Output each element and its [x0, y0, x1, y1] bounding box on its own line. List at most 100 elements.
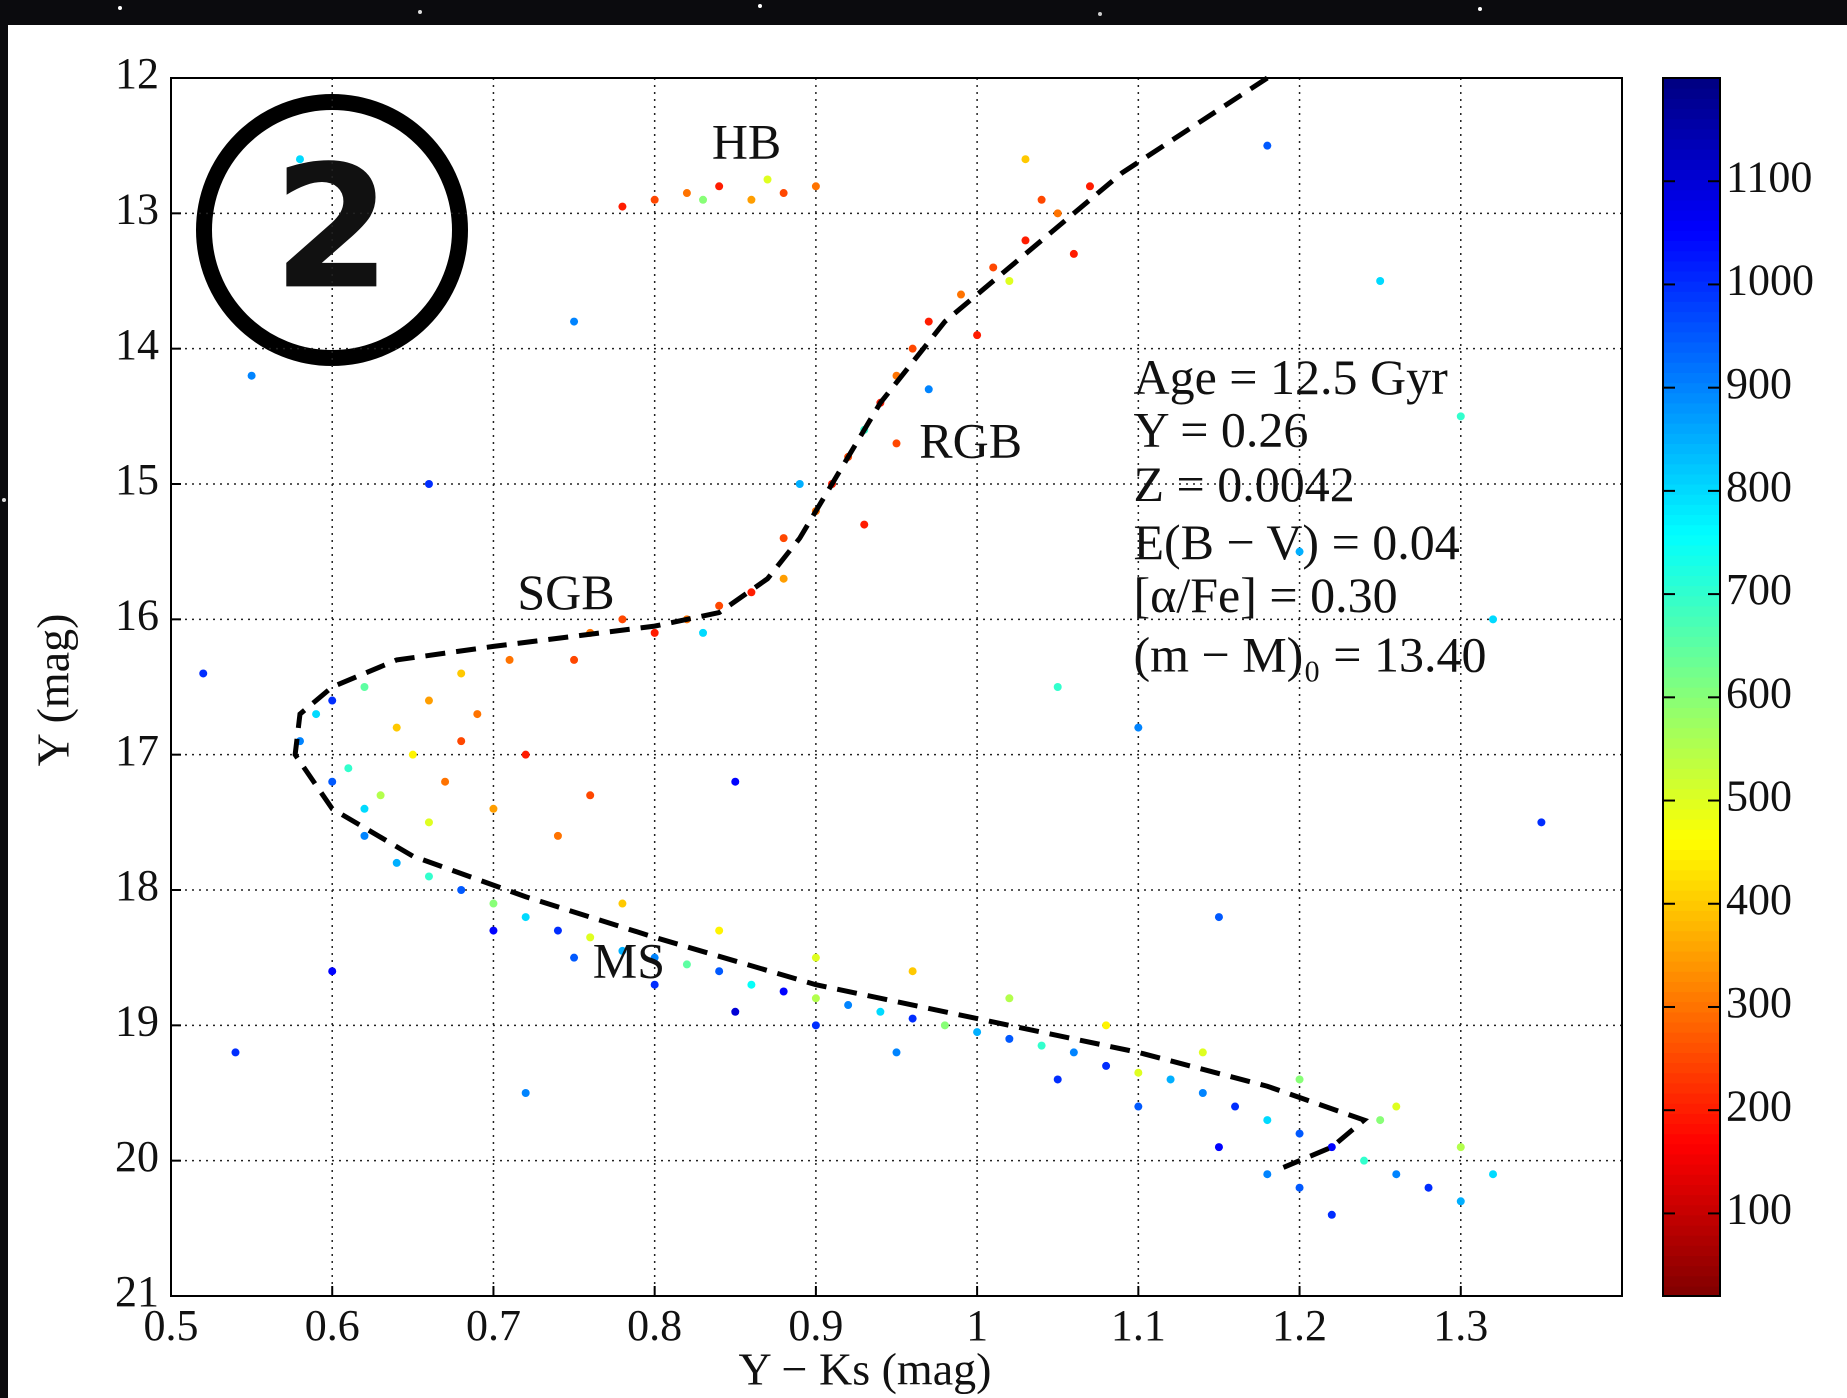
- star-point: [344, 764, 353, 773]
- star-point: [392, 858, 401, 867]
- star-point: [779, 189, 788, 198]
- star-point: [908, 344, 917, 353]
- colorbar-segment: [1663, 727, 1720, 739]
- colorbar-segment: [1663, 1021, 1720, 1033]
- colorbar-segment: [1663, 676, 1720, 688]
- colorbar-segment: [1663, 615, 1720, 627]
- colorbar-segment: [1663, 575, 1720, 587]
- star-point: [618, 615, 627, 624]
- star-point: [295, 155, 304, 164]
- star-point: [811, 994, 820, 1003]
- colorbar-segment: [1663, 1204, 1720, 1216]
- colorbar-segment: [1663, 230, 1720, 241]
- star-point: [1005, 994, 1014, 1003]
- star-point: [376, 791, 385, 800]
- star-point: [392, 723, 401, 732]
- star-point: [328, 696, 337, 705]
- colorbar-tick-label: 200: [1726, 1081, 1792, 1130]
- colorbar-segment: [1663, 666, 1720, 678]
- colorbar-segment: [1663, 778, 1720, 790]
- colorbar-segment: [1663, 1133, 1720, 1145]
- colorbar-segment: [1663, 1235, 1720, 1246]
- star-point: [586, 933, 595, 942]
- star-point: [1295, 1075, 1304, 1084]
- colorbar-segment: [1663, 98, 1720, 110]
- parameter-text: Age = 12.5 Gyr: [1133, 349, 1448, 405]
- colorbar-segment: [1663, 849, 1720, 861]
- colorbar-segment: [1663, 758, 1720, 769]
- star-point: [650, 953, 659, 962]
- colorbar-segment: [1663, 149, 1720, 160]
- star-point: [1134, 723, 1143, 732]
- colorbar-segment: [1663, 301, 1720, 313]
- colorbar-segment: [1663, 971, 1720, 982]
- star-point: [1231, 1102, 1240, 1111]
- colorbar-segment: [1663, 159, 1720, 170]
- star-point: [811, 182, 820, 191]
- star-point: [650, 195, 659, 204]
- colorbar-segment: [1663, 839, 1720, 850]
- y-tick-label: 19: [115, 996, 159, 1045]
- plot-frame: [170, 77, 1623, 1297]
- x-tick-label: 1.1: [1111, 1301, 1166, 1350]
- x-axis-label: Y − Ks (mag): [739, 1344, 992, 1395]
- star-point: [1053, 209, 1062, 218]
- star-point: [521, 1089, 530, 1097]
- colorbar-segment: [1663, 311, 1720, 323]
- star-point: [892, 1048, 901, 1057]
- annotation: MS: [593, 932, 665, 988]
- colorbar-segment: [1663, 433, 1720, 444]
- colorbar-segment: [1663, 524, 1720, 536]
- star-point: [521, 913, 530, 922]
- colorbar-segment: [1663, 636, 1720, 647]
- star-point: [747, 588, 756, 597]
- colorbar-segment: [1663, 402, 1720, 414]
- star-point: [779, 574, 788, 583]
- colorbar-segment: [1663, 768, 1720, 779]
- colorbar-segment: [1663, 555, 1720, 566]
- star-point: [1392, 1102, 1401, 1111]
- star-point: [570, 317, 579, 326]
- colorbar-segment: [1663, 930, 1720, 942]
- star-point: [457, 886, 466, 894]
- star-point: [473, 710, 482, 719]
- colorbar-segment: [1663, 169, 1720, 181]
- colorbar-tick-label: 800: [1726, 462, 1792, 511]
- colorbar-segment: [1663, 697, 1720, 708]
- star-point: [699, 195, 708, 204]
- colorbar-segment: [1663, 1245, 1720, 1256]
- star-point: [1489, 1170, 1498, 1179]
- x-tick-label: 0.5: [144, 1301, 199, 1350]
- colorbar-tick-label: 400: [1726, 875, 1792, 924]
- star-point: [457, 669, 466, 678]
- star-point: [586, 791, 595, 800]
- star-point: [553, 926, 562, 935]
- colorbar-segment: [1663, 879, 1720, 891]
- star-point: [521, 750, 530, 759]
- star-point: [1295, 1129, 1304, 1138]
- y-tick-label: 18: [115, 861, 159, 910]
- annotation: RGB: [919, 413, 1022, 469]
- y-tick-label: 17: [115, 726, 159, 775]
- y-tick-label: 20: [115, 1132, 159, 1181]
- isochrone-line: [292, 75, 1370, 1170]
- colorbar-segment: [1663, 240, 1720, 252]
- colorbar-segment: [1663, 331, 1720, 343]
- star-point: [811, 953, 820, 962]
- y-tick-label: 12: [115, 49, 159, 98]
- colorbar-segment: [1663, 514, 1720, 526]
- star-point: [924, 385, 933, 394]
- colorbar-segment: [1663, 605, 1720, 617]
- colorbar-segment: [1663, 321, 1720, 333]
- colorbar-segment: [1663, 412, 1720, 424]
- colorbar-segment: [1663, 504, 1720, 516]
- colorbar-segment: [1663, 859, 1720, 871]
- star-point: [731, 777, 740, 786]
- colorbar-segment: [1663, 463, 1720, 475]
- x-tick-label: 0.8: [627, 1301, 682, 1350]
- parameter-text: Z = 0.0042: [1133, 456, 1354, 512]
- star-point: [360, 831, 369, 840]
- colorbar-segment: [1663, 544, 1720, 556]
- colorbar-segment: [1663, 270, 1720, 282]
